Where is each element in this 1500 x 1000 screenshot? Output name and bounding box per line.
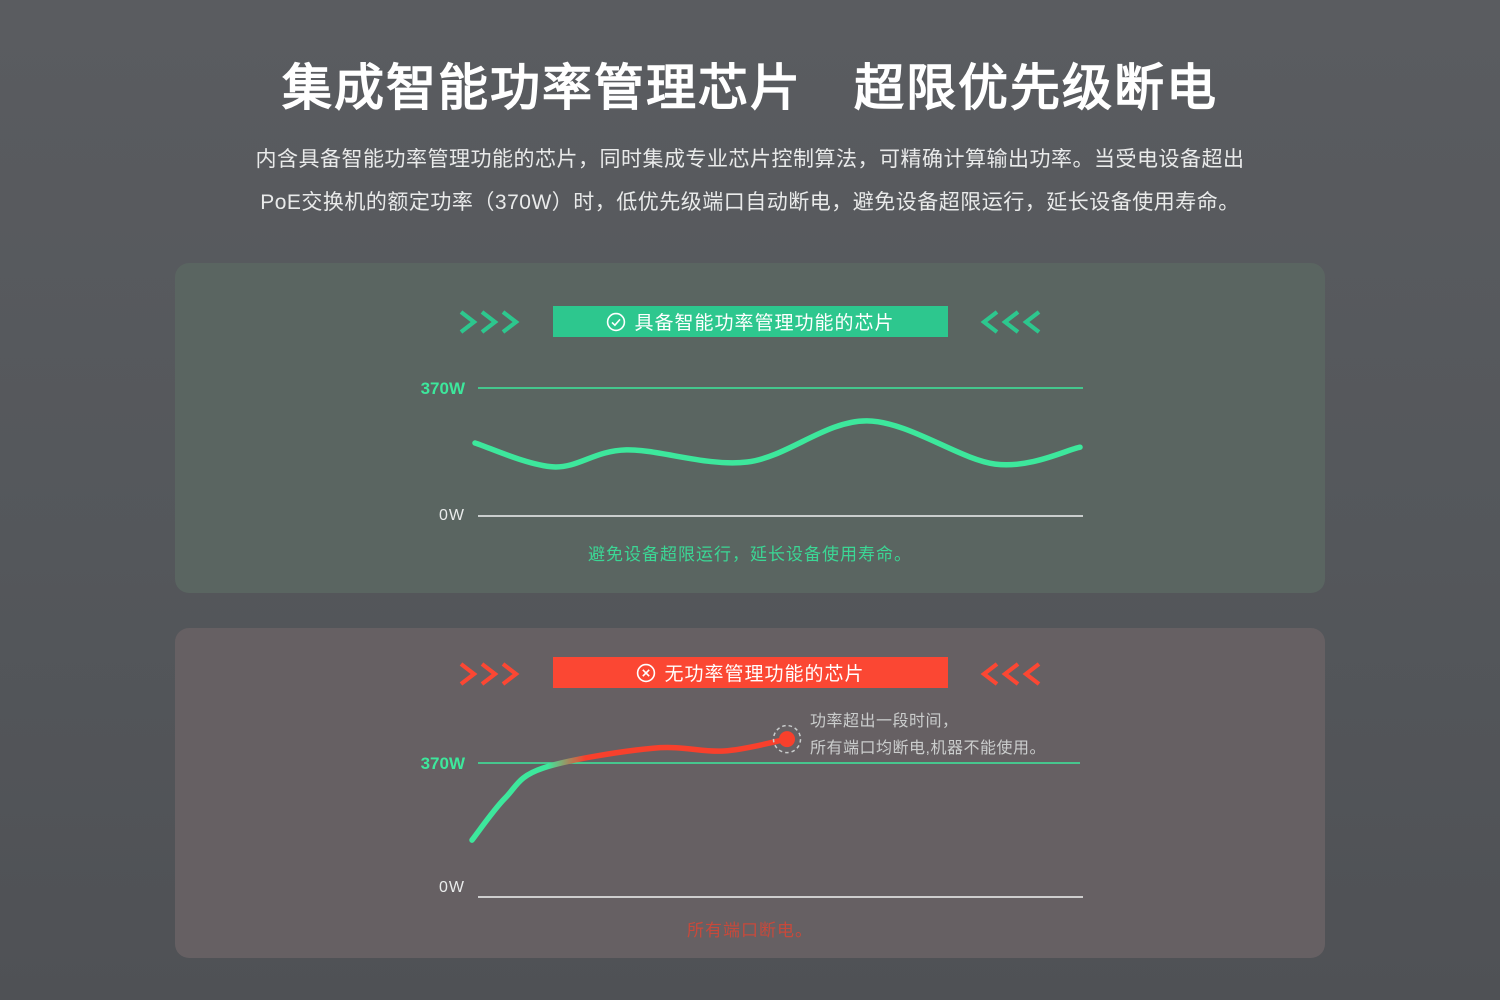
chevron-left-triple-icon: [980, 662, 1041, 686]
power-curve: [472, 418, 1083, 470]
cutoff-dot-icon: [779, 731, 795, 748]
annotation-line-2: 所有端口均断电,机器不能使用。: [810, 740, 1046, 757]
page-title: 集成智能功率管理芯片 超限优先级断电: [282, 60, 1218, 116]
badge-label: 无功率管理功能的芯片: [664, 664, 865, 685]
cutoff-annotation: 功率超出一段时间， 所有端口均断电,机器不能使用。: [810, 708, 1046, 762]
axis-label-0w: 0W: [439, 879, 465, 896]
cross-circle-icon: [637, 663, 656, 682]
badge-label: 具备智能功率管理功能的芯片: [634, 313, 895, 334]
description-line-2: PoE交换机的额定功率（370W）时，低优先级端口自动断电，避免设备超限运行，延…: [260, 191, 1240, 214]
status-badge-no-mgmt: 无功率管理功能的芯片: [553, 657, 948, 688]
axis-label-370w: 370W: [420, 754, 465, 773]
check-circle-icon: [607, 312, 626, 331]
axis-label-370w: 370W: [420, 379, 465, 398]
page-description: 内含具备智能功率管理功能的芯片，同时集成专业芯片控制算法，可精确计算输出功率。当…: [0, 138, 1500, 224]
axis-label-0w: 0W: [439, 507, 465, 524]
chevron-left-triple-icon: [980, 310, 1041, 334]
panel-smart-chip: 具备智能功率管理功能的芯片 370W 0W 避免设备超限运行，延长设备使用寿命。: [175, 263, 1325, 593]
power-chart-smart: [472, 387, 1083, 517]
power-chart-no-mgmt: [469, 724, 1083, 898]
description-line-1: 内含具备智能功率管理功能的芯片，同时集成专业芯片控制算法，可精确计算输出功率。当…: [255, 148, 1245, 171]
chevron-right-triple-icon: [459, 310, 520, 334]
panel-no-power-mgmt-chip: 无功率管理功能的芯片 功率超出一段时间， 所有端口均断电,机器不能使用。 370…: [175, 628, 1325, 958]
chevron-right-triple-icon: [459, 662, 520, 686]
annotation-line-1: 功率超出一段时间，: [810, 713, 959, 730]
power-curve: [469, 736, 790, 843]
panel-caption: 避免设备超限运行，延长设备使用寿命。: [588, 545, 912, 564]
panel-caption: 所有端口断电。: [687, 921, 813, 940]
status-badge-smart: 具备智能功率管理功能的芯片: [553, 306, 948, 337]
